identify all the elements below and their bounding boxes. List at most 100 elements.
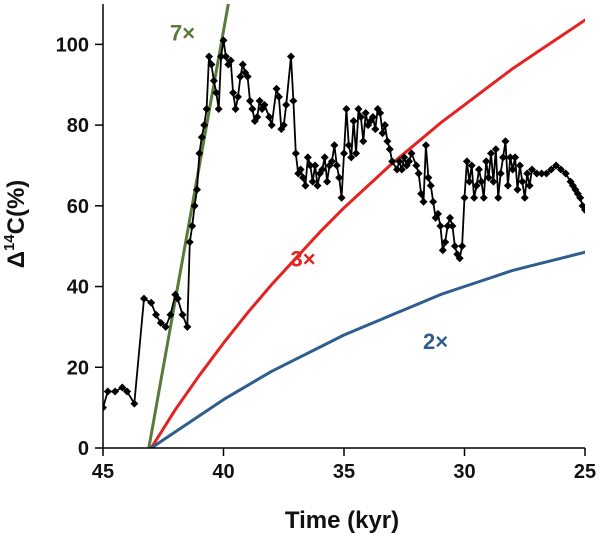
data-point <box>130 399 139 408</box>
y-axis-title: Δ14C(%) <box>1 180 30 269</box>
data-point <box>503 181 512 190</box>
x-tick-label: 40 <box>212 461 234 483</box>
data-point <box>330 141 339 150</box>
data-point <box>291 149 300 158</box>
data-point <box>279 121 288 130</box>
data-point <box>460 193 469 202</box>
data-point <box>190 201 199 210</box>
data-point <box>385 145 394 154</box>
data-point <box>470 193 479 202</box>
data-point <box>197 133 206 142</box>
data-point <box>376 108 385 117</box>
data-point <box>185 238 194 247</box>
data-point <box>183 322 192 331</box>
y-axis-title-delta: Δ <box>3 251 30 268</box>
data-point <box>207 60 216 69</box>
data-point <box>265 113 274 122</box>
data-point <box>352 149 361 158</box>
data-point <box>414 169 423 178</box>
data-point <box>359 137 368 146</box>
model-curve-2x <box>149 250 585 448</box>
data-point <box>147 298 156 307</box>
data-point <box>356 113 365 122</box>
data-point <box>458 242 467 251</box>
data-point <box>248 104 257 113</box>
data-point <box>479 193 488 202</box>
x-tick-label: 45 <box>92 461 114 483</box>
data-point <box>323 177 332 186</box>
data-point <box>407 149 416 158</box>
data-point <box>443 222 452 230</box>
data-point <box>371 125 380 134</box>
data-point <box>289 96 298 105</box>
data-point <box>576 193 585 202</box>
x-tick-label: 35 <box>333 461 355 483</box>
data-point <box>354 104 363 113</box>
data-point <box>472 181 481 190</box>
data-point <box>318 165 327 174</box>
data-point <box>152 310 161 319</box>
data-point <box>412 161 421 170</box>
data-point <box>556 165 565 174</box>
data-point <box>308 177 317 186</box>
data-point <box>253 113 262 122</box>
data-point <box>405 157 414 166</box>
data-point <box>103 387 112 396</box>
data-point <box>301 181 310 190</box>
data-point <box>527 165 536 174</box>
data-point <box>380 121 389 130</box>
data-point <box>361 108 370 117</box>
data-point <box>491 145 500 154</box>
series-group <box>103 4 585 448</box>
data-point <box>103 403 107 412</box>
data-point <box>188 222 197 230</box>
data-point <box>520 193 529 202</box>
data-point <box>219 36 228 45</box>
data-point <box>508 165 517 174</box>
data-point <box>243 72 252 81</box>
data-point <box>383 137 392 146</box>
data-point <box>426 181 435 190</box>
data-point <box>342 104 351 113</box>
data-point <box>515 161 524 170</box>
data-point <box>313 181 322 190</box>
data-point <box>332 161 341 170</box>
data-point <box>221 52 230 61</box>
data-point <box>303 153 312 162</box>
data-point <box>200 121 209 130</box>
data-point <box>542 169 551 178</box>
data-point <box>499 153 508 162</box>
data-point <box>429 197 438 206</box>
data-point <box>327 157 336 166</box>
data-point <box>173 294 182 303</box>
x-axis-title: Time (kyr) <box>285 507 399 534</box>
data-point <box>397 165 406 174</box>
data-point <box>388 157 397 166</box>
data-point <box>272 84 281 93</box>
data-point <box>335 173 344 182</box>
data-point <box>274 92 283 101</box>
data-point <box>419 197 428 206</box>
data-point <box>299 173 308 182</box>
data-point <box>282 100 291 109</box>
y-tick-label: 80 <box>67 115 89 137</box>
data-point <box>482 157 491 166</box>
x-tick-label: 25 <box>574 461 596 483</box>
data-point <box>467 161 476 170</box>
data-point <box>523 169 532 178</box>
data-point <box>238 60 247 69</box>
data-point <box>192 185 201 194</box>
data-point <box>421 141 430 150</box>
data-point <box>156 318 165 327</box>
data-point <box>417 189 426 198</box>
data-point <box>506 153 515 162</box>
y-tick-label: 60 <box>67 196 89 218</box>
data-point <box>494 193 503 202</box>
y-tick-label: 0 <box>78 438 89 460</box>
data-point <box>455 254 464 263</box>
data-point <box>202 104 211 113</box>
data-point <box>217 52 226 61</box>
curve-label-2x: 2× <box>423 329 448 354</box>
data-point <box>446 213 455 222</box>
